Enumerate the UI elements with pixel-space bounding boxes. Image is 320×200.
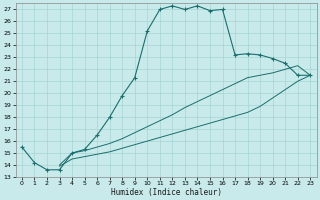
X-axis label: Humidex (Indice chaleur): Humidex (Indice chaleur) [111, 188, 221, 197]
